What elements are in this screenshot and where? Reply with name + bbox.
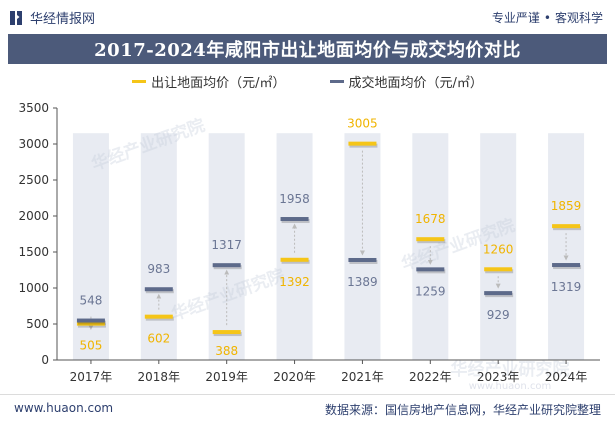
deal-price-marker bbox=[416, 267, 445, 272]
y-tick-label: 1000 bbox=[18, 281, 49, 295]
deal-price-data-label: 548 bbox=[79, 294, 102, 308]
transfer-price-data-label: 1859 bbox=[551, 199, 582, 213]
transfer-price-marker bbox=[552, 224, 581, 229]
transfer-price-data-label: 505 bbox=[79, 339, 102, 353]
transfer-price-marker bbox=[416, 237, 445, 242]
x-tick-label: 2021年 bbox=[341, 370, 384, 384]
deal-price-marker bbox=[484, 291, 513, 296]
tagline-item: 客观科学 bbox=[554, 11, 603, 25]
deal-price-data-label: 929 bbox=[487, 308, 510, 322]
category-column-bg bbox=[480, 133, 517, 360]
x-tick-label: 2022年 bbox=[409, 370, 452, 384]
separator-dot-icon: • bbox=[543, 10, 551, 25]
x-tick-label: 2017年 bbox=[70, 370, 113, 384]
transfer-price-data-label: 1260 bbox=[483, 242, 514, 256]
footer-source: 数据来源：国信房地产信息网，华经产业研究院整理 bbox=[324, 403, 601, 417]
x-tick-label: 2024年 bbox=[545, 370, 588, 384]
brand[interactable]: 华经情报网 bbox=[8, 8, 95, 27]
deal-price-data-label: 1389 bbox=[347, 275, 378, 289]
y-tick-label: 3500 bbox=[18, 101, 49, 115]
transfer-price-data-label: 388 bbox=[215, 344, 238, 358]
category-column-bg bbox=[208, 133, 245, 360]
legend-swatch-transfer bbox=[132, 80, 147, 83]
top-bar: 华经情报网 专业严谨 • 客观科学 bbox=[0, 0, 615, 34]
watermark-text: 华经产业研究院 bbox=[451, 359, 570, 380]
x-tick-label: 2019年 bbox=[205, 370, 248, 384]
x-tick-label: 2023年 bbox=[477, 370, 520, 384]
x-tick-label: 2018年 bbox=[138, 370, 181, 384]
deal-price-marker bbox=[348, 257, 377, 262]
brand-name: 华经情报网 bbox=[30, 12, 96, 27]
y-tick-label: 0 bbox=[41, 353, 49, 367]
y-tick-label: 2500 bbox=[18, 173, 49, 187]
deal-price-marker bbox=[280, 217, 309, 222]
footer-website[interactable]: www.huaon.com bbox=[14, 401, 114, 415]
deal-price-marker bbox=[144, 287, 173, 292]
transfer-price-data-label: 1678 bbox=[415, 212, 446, 226]
transfer-price-data-label: 3005 bbox=[347, 117, 378, 131]
transfer-price-marker bbox=[144, 314, 173, 319]
legend-label: 出让地面均价（元/㎡） bbox=[151, 76, 286, 91]
transfer-price-marker bbox=[280, 257, 309, 262]
tagline-item: 专业严谨 bbox=[491, 11, 540, 25]
legend: 出让地面均价（元/㎡） 成交地面均价（元/㎡） bbox=[0, 72, 615, 91]
transfer-price-data-label: 602 bbox=[147, 332, 170, 346]
transfer-price-marker bbox=[484, 267, 513, 272]
y-tick-label: 500 bbox=[26, 317, 49, 331]
y-tick-label: 1500 bbox=[18, 245, 49, 259]
legend-item-transfer-price[interactable]: 出让地面均价（元/㎡） bbox=[132, 72, 286, 91]
transfer-price-data-label: 1392 bbox=[279, 275, 310, 289]
category-column-bg bbox=[140, 133, 177, 360]
footer-divider bbox=[0, 394, 615, 395]
y-tick-label: 2000 bbox=[18, 209, 49, 223]
deal-price-marker bbox=[212, 263, 241, 268]
y-tick-label: 3000 bbox=[18, 137, 49, 151]
deal-price-data-label: 983 bbox=[147, 262, 170, 276]
transfer-price-marker bbox=[212, 330, 241, 335]
deal-price-data-label: 1958 bbox=[279, 192, 310, 206]
transfer-price-marker bbox=[76, 321, 105, 326]
title-bar: 2017-2024年咸阳市出让地面均价与成交均价对比 bbox=[8, 34, 607, 64]
chart-title: 2017-2024年咸阳市出让地面均价与成交均价对比 bbox=[94, 40, 521, 61]
watermark-url: www.huaon.com bbox=[469, 381, 552, 392]
x-tick-label: 2020年 bbox=[273, 370, 316, 384]
legend-swatch-deal bbox=[329, 80, 344, 83]
transfer-price-marker bbox=[348, 141, 377, 146]
deal-price-data-label: 1319 bbox=[551, 280, 582, 294]
deal-price-data-label: 1317 bbox=[211, 238, 242, 252]
legend-label: 成交地面均价（元/㎡） bbox=[348, 76, 483, 91]
huajing-logo-icon bbox=[10, 10, 22, 25]
legend-item-deal-price[interactable]: 成交地面均价（元/㎡） bbox=[329, 72, 483, 91]
category-column-bg bbox=[276, 133, 313, 360]
deal-price-marker bbox=[552, 263, 581, 268]
tagline: 专业严谨 • 客观科学 bbox=[492, 9, 603, 26]
deal-price-marker bbox=[76, 318, 105, 323]
deal-price-data-label: 1259 bbox=[415, 284, 446, 298]
